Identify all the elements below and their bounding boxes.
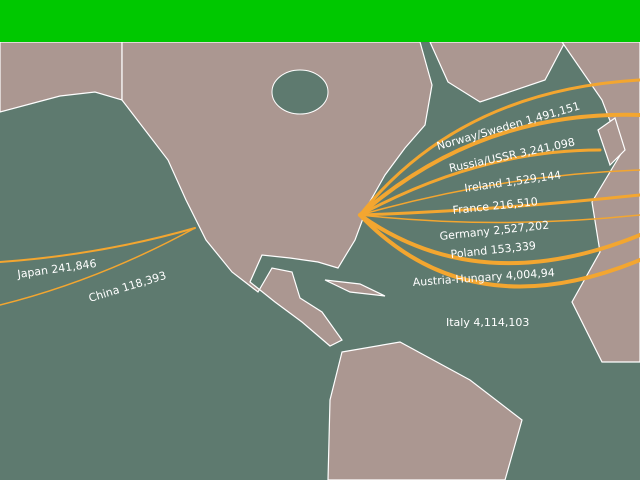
- top-bar: [0, 0, 640, 42]
- hudson-bay: [271, 69, 329, 115]
- south-america: [327, 341, 523, 480]
- flows-east: [358, 78, 640, 289]
- flows-west: [0, 227, 196, 306]
- cuba: [324, 279, 386, 297]
- flow-label: Italy 4,114,103: [446, 316, 529, 329]
- greenland: [429, 42, 566, 103]
- map: Norway/Sweden 1,491,151 Russia/USSR 3,24…: [0, 42, 640, 480]
- british-isles: [597, 117, 626, 167]
- north-america: [121, 42, 433, 347]
